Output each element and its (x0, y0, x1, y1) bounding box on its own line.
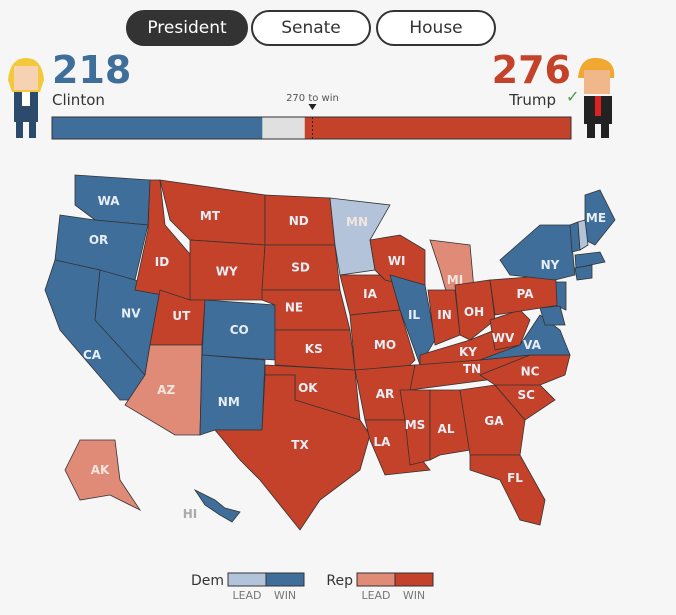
legend-label: Dem (191, 573, 224, 589)
state-label: TN (463, 362, 481, 376)
legend-lead: LEAD (232, 589, 261, 602)
state-label: OR (89, 233, 108, 247)
state-label: AR (376, 387, 395, 401)
state-label: KY (459, 345, 477, 359)
state (261, 289, 351, 331)
legend-swatch (356, 572, 396, 587)
legend-win: WIN (403, 589, 425, 602)
state-label: WV (492, 331, 515, 345)
state-label: HI (183, 507, 198, 521)
trump-votes: 276 (492, 48, 571, 92)
state (469, 454, 546, 526)
legend-win: WIN (274, 589, 296, 602)
state-label: KS (305, 342, 323, 356)
clinton-name: Clinton (52, 91, 105, 109)
state-label: MI (447, 273, 463, 287)
vote-bar-outline (51, 116, 572, 140)
state-label: ME (586, 211, 606, 225)
winner-check: ✓ (566, 87, 579, 106)
state (399, 389, 431, 466)
state-label: IL (408, 308, 420, 322)
state-label: AK (91, 463, 110, 477)
trump-avatar (578, 57, 615, 138)
state (429, 389, 471, 461)
state-label: MT (200, 209, 221, 223)
state-label: VA (523, 338, 541, 352)
tab[interactable]: Senate (251, 10, 371, 46)
legend-swatch (394, 572, 434, 587)
state-label: ID (155, 255, 169, 269)
state (454, 279, 496, 341)
tab[interactable]: House (376, 10, 496, 46)
state-label: TX (291, 438, 309, 452)
state (499, 224, 576, 281)
legend-swatch (265, 572, 305, 587)
state-label: FL (507, 471, 523, 485)
state (54, 214, 149, 281)
state-label: IN (437, 308, 452, 322)
clinton-avatar (8, 58, 44, 138)
state-label: SC (518, 388, 536, 402)
state (349, 309, 416, 371)
state-label: LA (374, 435, 392, 449)
clinton-votes: 218 (52, 48, 131, 92)
state-label: CA (83, 348, 102, 362)
state-label: WI (388, 254, 406, 268)
state-label: AL (438, 422, 455, 436)
threshold-marker (308, 104, 317, 110)
state-label: CO (230, 323, 249, 337)
state-label: ND (289, 214, 309, 228)
state-label: MO (374, 338, 396, 352)
state-label: OH (464, 305, 484, 319)
state-label: NE (285, 301, 303, 315)
trump-bar (304, 117, 571, 139)
state (193, 488, 241, 523)
state-label: NY (541, 258, 560, 272)
state-label: AZ (157, 383, 175, 397)
state-label: WA (98, 194, 121, 208)
state-label: SD (291, 261, 310, 275)
state-label: NV (121, 306, 141, 320)
state-label: WY (216, 264, 238, 278)
state-label: MN (346, 215, 368, 229)
legend-swatch (227, 572, 267, 587)
tab[interactable]: President (126, 10, 248, 46)
state-label: NM (218, 395, 240, 409)
state-label: UT (172, 309, 191, 323)
state-label: OK (298, 381, 318, 395)
trump-name: Trump (508, 91, 556, 109)
state (124, 344, 203, 436)
state (459, 384, 526, 456)
state-label: IA (363, 287, 377, 301)
state (64, 439, 142, 512)
state-label: PA (517, 287, 535, 301)
state-label: NC (521, 365, 540, 379)
state (214, 374, 371, 531)
state-label: GA (484, 414, 504, 428)
small-states (539, 219, 606, 326)
state-label: MS (405, 418, 426, 432)
threshold-label: 270 to win (286, 93, 339, 104)
legend-label: Rep (326, 573, 353, 589)
clinton-bar (52, 117, 263, 139)
legend-lead: LEAD (361, 589, 390, 602)
